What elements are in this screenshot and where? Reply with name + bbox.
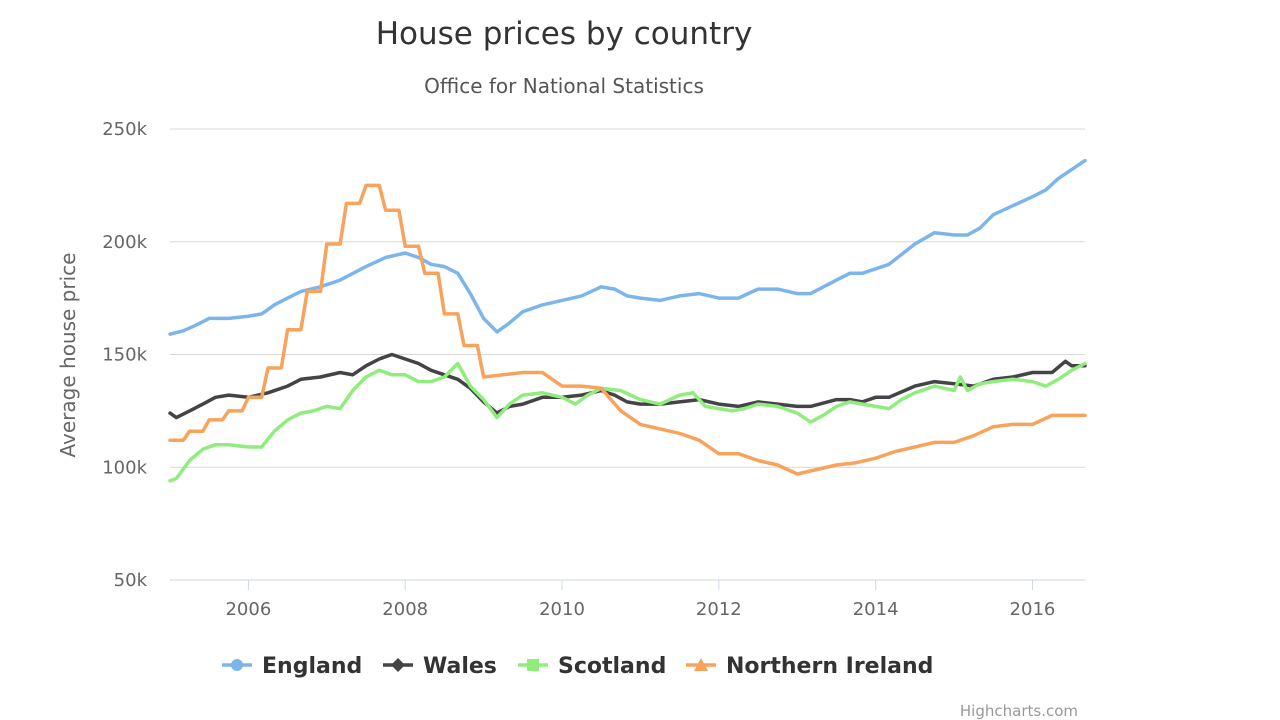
- legend-item-northern-ireland[interactable]: Northern Ireland: [686, 654, 933, 679]
- legend-marker-diamond-icon: [391, 658, 405, 672]
- x-tick-label: 2010: [539, 599, 585, 620]
- x-tick-label: 2016: [1010, 599, 1056, 620]
- legend-label: Scotland: [558, 654, 666, 679]
- gridlines: [170, 128, 1085, 468]
- chart-subtitle: Office for National Statistics: [424, 74, 704, 98]
- legend-item-wales[interactable]: Wales: [383, 654, 497, 679]
- x-tick-label: 2008: [382, 599, 428, 620]
- x-tick-label: 2012: [696, 599, 742, 620]
- y-tick-label: 200k: [102, 232, 147, 253]
- y-axis-ticks: 50k 100k 150k 200k 250k: [102, 119, 147, 591]
- series-line-wales[interactable]: [168, 352, 1087, 420]
- y-tick-label: 50k: [114, 570, 148, 591]
- x-axis: 2006 2008 2010 2012 2014 2016: [170, 579, 1085, 620]
- y-tick-label: 150k: [102, 345, 147, 366]
- legend-label: England: [262, 654, 362, 679]
- legend-item-scotland[interactable]: Scotland: [518, 654, 666, 679]
- legend-marker-square-icon: [527, 659, 539, 671]
- x-tick-label: 2014: [853, 599, 899, 620]
- legend: England Wales Scotland Northern Ireland: [222, 654, 933, 679]
- series-line-england[interactable]: [168, 158, 1087, 336]
- legend-item-england[interactable]: England: [222, 654, 362, 679]
- credits-link[interactable]: Highcharts.com: [960, 702, 1078, 720]
- series-lines: [168, 158, 1087, 483]
- x-tick-label: 2006: [225, 599, 271, 620]
- chart-title: House prices by country: [376, 16, 753, 52]
- series-line-scotland[interactable]: [168, 361, 1087, 483]
- y-tick-label: 250k: [102, 119, 147, 140]
- y-axis-title: Average house price: [56, 253, 80, 458]
- legend-label: Wales: [423, 654, 497, 679]
- y-tick-label: 100k: [102, 457, 147, 478]
- legend-marker-triangle-icon: [694, 658, 708, 671]
- series-line-northern-ireland[interactable]: [168, 183, 1087, 476]
- legend-marker-circle-icon: [231, 659, 243, 671]
- legend-label: Northern Ireland: [726, 654, 933, 679]
